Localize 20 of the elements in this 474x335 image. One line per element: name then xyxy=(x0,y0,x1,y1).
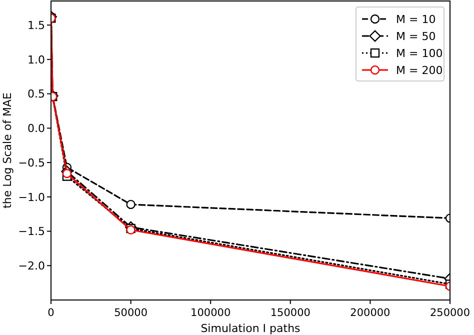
y-tick-label: −1.0 xyxy=(18,190,45,204)
legend-label: M = 200 xyxy=(396,64,443,77)
y-tick-label: −0.5 xyxy=(18,156,45,170)
y-axis-title: the Log Scale of MAE xyxy=(1,92,14,208)
y-tick-label: 0.5 xyxy=(28,88,45,101)
y-tick-label: −1.5 xyxy=(18,225,45,238)
x-tick-label: 150000 xyxy=(270,307,310,319)
x-axis-title: Simulation I paths xyxy=(200,322,301,335)
y-tick-label: 1.0 xyxy=(28,53,45,66)
legend-label: M = 10 xyxy=(396,12,436,26)
x-tick-label: 100000 xyxy=(190,307,231,319)
y-tick-label: 1.5 xyxy=(28,18,45,32)
legend-label: M = 100 xyxy=(396,46,443,60)
legend-label: M = 50 xyxy=(396,30,436,43)
y-tick-label: 0.0 xyxy=(28,122,45,136)
x-tick-label: 200000 xyxy=(350,307,390,319)
x-tick-label: 50000 xyxy=(114,307,148,319)
x-tick-label: 0 xyxy=(48,307,54,319)
x-tick-label: 250000 xyxy=(430,307,470,319)
y-tick-label: −2.0 xyxy=(18,259,45,272)
